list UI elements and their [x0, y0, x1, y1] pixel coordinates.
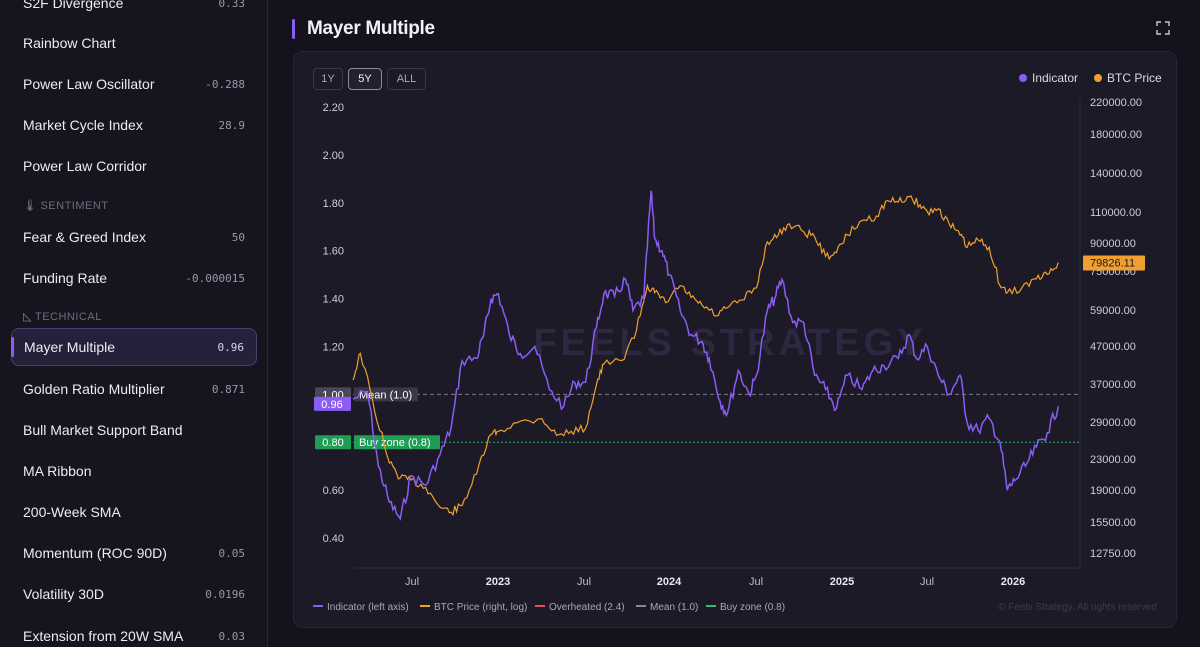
sidebar-item-momentum-roc-90d[interactable]: Momentum (ROC 90D) 0.05 — [11, 534, 257, 572]
legend-btc-price-swatch — [1094, 74, 1102, 82]
sidebar-item-volatility-30d[interactable]: Volatility 30D 0.0196 — [11, 575, 257, 613]
title-accent-bar — [292, 19, 295, 39]
sidebar-item-market-cycle-index[interactable]: Market Cycle Index 28.9 — [11, 106, 257, 144]
sidebar-item-ma-ribbon[interactable]: MA Ribbon — [11, 452, 257, 490]
expand-icon[interactable] — [1156, 21, 1170, 35]
sidebar-item-value: -0.000015 — [185, 271, 245, 285]
sidebar-item-value: 0.96 — [217, 340, 245, 354]
sidebar-item-value: 28.9 — [218, 118, 246, 132]
sidebar-item-label: Bull Market Support Band — [23, 422, 183, 438]
sidebar-item-200-week-sma[interactable]: 200-Week SMA — [11, 493, 257, 531]
sidebar-section-technical: ◺ TECHNICAL — [23, 310, 102, 324]
sidebar-item-label: Golden Ratio Multiplier — [23, 381, 165, 397]
chart-panel — [293, 51, 1177, 628]
sidebar-item-value: 0.0196 — [205, 587, 245, 601]
page-title: Mayer Multiple — [307, 18, 435, 39]
range-button-5y[interactable]: 5Y — [348, 68, 382, 90]
sidebar-item-label: S2F Divergence — [23, 0, 124, 11]
sidebar-item-value: -0.288 — [205, 77, 245, 91]
thermometer-icon: 🌡 — [23, 200, 38, 212]
sidebar-item-rainbow-chart[interactable]: Rainbow Chart — [11, 24, 257, 62]
sidebar-item-fear-greed-index[interactable]: Fear & Greed Index 50 — [11, 218, 257, 256]
legend-btc-price-label: BTC Price — [1107, 71, 1162, 85]
sidebar-item-label: Mayer Multiple — [24, 339, 116, 355]
sidebar-item-value: 0.33 — [218, 0, 246, 10]
legend-btc-price[interactable]: BTC Price — [1094, 71, 1162, 85]
sidebar-item-label: Fear & Greed Index — [23, 229, 146, 245]
ruler-triangle-icon: ◺ — [23, 311, 32, 323]
sidebar-item-label: Market Cycle Index — [23, 117, 143, 133]
range-button-1y[interactable]: 1Y — [313, 68, 343, 90]
sidebar-item-value: 50 — [231, 230, 245, 244]
sidebar-item-label: Momentum (ROC 90D) — [23, 545, 167, 561]
sidebar-item-label: Extension from 20W SMA — [23, 628, 184, 644]
sidebar-item-label: 200-Week SMA — [23, 504, 121, 520]
legend-indicator-label: Indicator — [1032, 71, 1079, 85]
sidebar-item-value: 0.05 — [218, 546, 246, 560]
sidebar-item-label: Power Law Oscillator — [23, 76, 155, 92]
sidebar-item-label: Rainbow Chart — [23, 35, 116, 51]
sidebar-item-label: Volatility 30D — [23, 586, 104, 602]
sidebar-item-s2f-divergence[interactable]: S2F Divergence 0.33 — [11, 0, 257, 22]
sidebar-item-funding-rate[interactable]: Funding Rate -0.000015 — [11, 259, 257, 297]
sidebar-item-value: 0.871 — [211, 382, 245, 396]
sidebar-item-bull-market-support-band[interactable]: Bull Market Support Band — [11, 411, 257, 449]
sidebar-item-label: Power Law Corridor — [23, 158, 147, 174]
sidebar-section-sentiment: 🌡 SENTIMENT — [23, 199, 109, 213]
sidebar-item-label: MA Ribbon — [23, 463, 92, 479]
sidebar-item-power-law-oscillator[interactable]: Power Law Oscillator -0.288 — [11, 65, 257, 103]
legend-indicator[interactable]: Indicator — [1019, 71, 1078, 85]
sidebar-item-golden-ratio-multiplier[interactable]: Golden Ratio Multiplier 0.871 — [11, 370, 257, 408]
sidebar-item-power-law-corridor[interactable]: Power Law Corridor — [11, 147, 257, 185]
sidebar-item-value: 0.03 — [218, 629, 246, 643]
sidebar-item-label: Funding Rate — [23, 270, 108, 286]
sidebar-section-label: TECHNICAL — [34, 310, 102, 323]
sidebar: S2F Divergence 0.33 Rainbow Chart Power … — [0, 0, 268, 647]
legend-indicator-swatch — [1019, 74, 1027, 82]
range-button-all[interactable]: ALL — [387, 68, 426, 90]
sidebar-section-label: SENTIMENT — [40, 199, 109, 212]
sidebar-item-extension-from-20w-sma[interactable]: Extension from 20W SMA 0.03 — [11, 617, 257, 647]
sidebar-item-mayer-multiple[interactable]: Mayer Multiple 0.96 — [11, 328, 257, 366]
